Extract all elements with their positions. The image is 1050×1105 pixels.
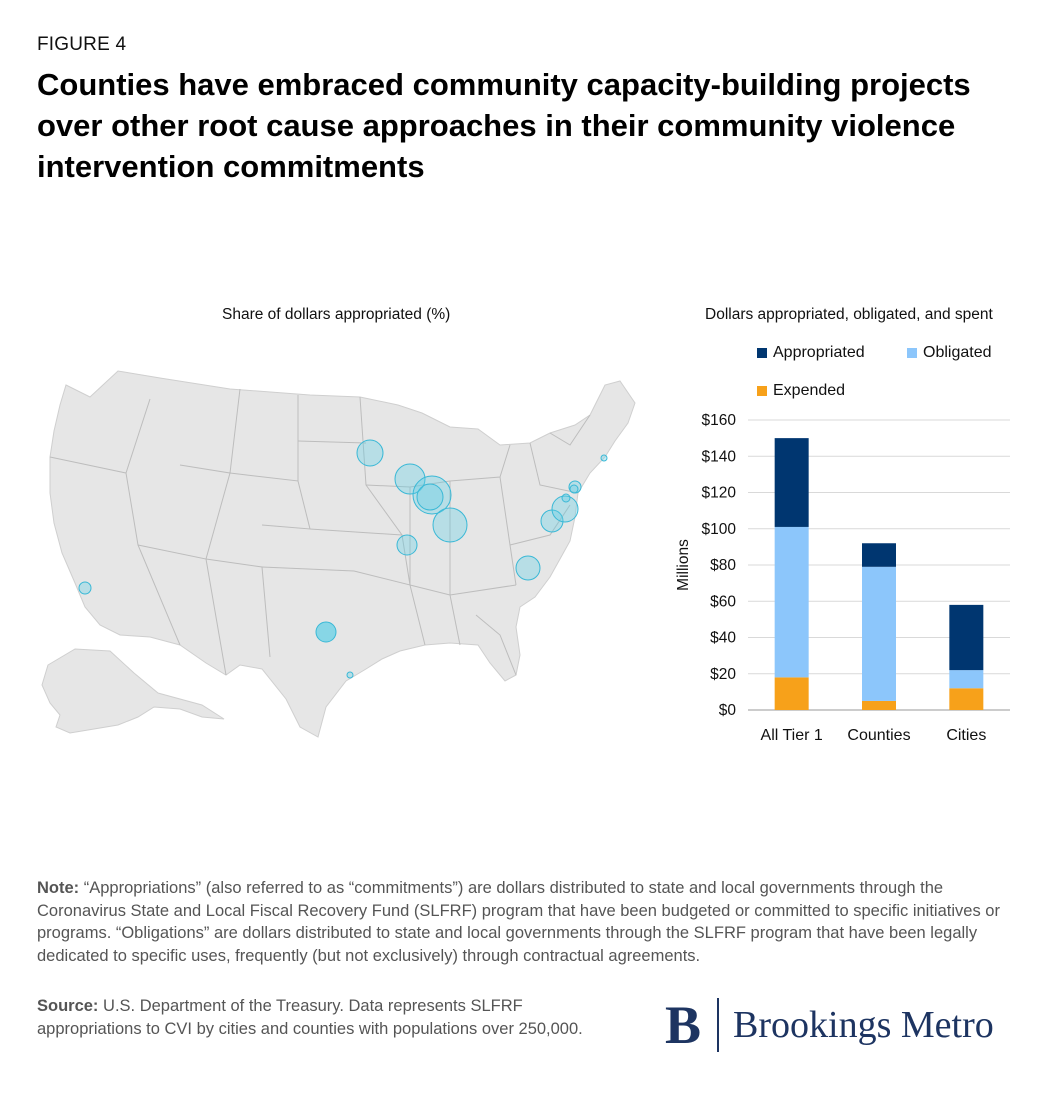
y-tick-label: $160 [702,412,737,429]
y-tick-label: $20 [710,666,736,683]
contiguous-us-shape [49,370,636,738]
us-map-svg [41,370,636,738]
bubble-indianapolis [432,507,468,543]
legend-label: Expended [773,382,846,399]
chart-title: Dollars appropriated, obligated, and spe… [705,306,993,323]
alaska-shape [41,648,225,734]
note-text: “Appropriations” (also referred to as “c… [37,879,1000,965]
us-bubble-map [30,345,650,745]
bubble-dallas [315,621,337,643]
bubble-boston [600,454,608,462]
bubble-milwaukee [394,463,426,495]
legend-label: Obligated [923,344,992,361]
bar-chart-svg: $0 $20 $40 $60 $80 $100 $120 $140 $160 Millions Al… [675,412,1010,744]
bar-obligated-all-tier-1 [774,526,809,678]
legend-appropriated: Appropriated [757,344,865,362]
bar-obligated-cities [949,670,984,689]
legend-obligated: Obligated [907,344,992,362]
bubble-los-angeles [78,581,92,595]
bubble-chicago-inner [416,483,444,511]
note: Note: “Appropriations” (also referred to… [37,877,1012,967]
bubble-wilmington [561,493,571,503]
note-label: Note: [37,879,80,897]
source: Source: U.S. Department of the Treasury.… [37,995,597,1040]
bar-appropriated-all-tier-1 [774,438,809,527]
y-tick-label: $40 [710,630,736,647]
bar-expended-cities [949,688,984,710]
bubble-chicago [412,475,452,515]
x-tick-label: All Tier 1 [761,727,823,744]
state-borders [49,388,591,676]
chart-legend: Appropriated Obligated Expended [757,344,1037,414]
brand-name: Brookings Metro [733,1004,994,1046]
legend-swatch-obligated [907,348,917,358]
x-tick-label: Counties [847,727,910,744]
y-tick-label: $100 [702,521,737,538]
source-text: U.S. Department of the Treasury. Data re… [37,997,583,1038]
bar-expended-counties [862,700,896,710]
bar-expended-all-tier-1 [774,677,809,710]
figure-title: Counties have embraced community capacit… [37,67,971,184]
bubbles [78,439,608,679]
y-tick-label: $120 [702,485,737,502]
x-tick-label: Cities [946,727,986,744]
y-tick-label: $140 [702,448,737,465]
figure-label: FIGURE 4 [37,34,127,55]
bubble-st-louis [396,534,418,556]
source-label: Source: [37,997,99,1015]
legend-expended: Expended [757,382,845,400]
map-title: Share of dollars appropriated (%) [222,306,451,323]
bar-obligated-counties [862,566,896,701]
legend-swatch-expended [757,386,767,396]
y-tick-label: $0 [719,702,737,719]
bubble-houston [346,671,354,679]
bar-appropriated-counties [862,543,896,567]
legend-label: Appropriated [773,344,865,361]
bubble-baltimore [551,495,579,523]
brand-divider [717,998,720,1052]
y-tick-label: $80 [710,557,736,574]
bar-appropriated-cities [949,604,984,671]
y-tick-label: $60 [710,593,736,610]
bubble-charlotte [515,555,541,581]
bubble-new-york [569,484,579,494]
legend-swatch-appropriated [757,348,767,358]
brand-logo-letter: B [665,995,702,1055]
brookings-metro-logo: B Brookings Metro [665,990,994,1060]
stacked-bar-chart: $0 $20 $40 $60 $80 $100 $120 $140 $160 Millions Al… [660,410,1040,755]
bubble-minneapolis [356,439,384,467]
y-axis-label: Millions [675,539,692,591]
